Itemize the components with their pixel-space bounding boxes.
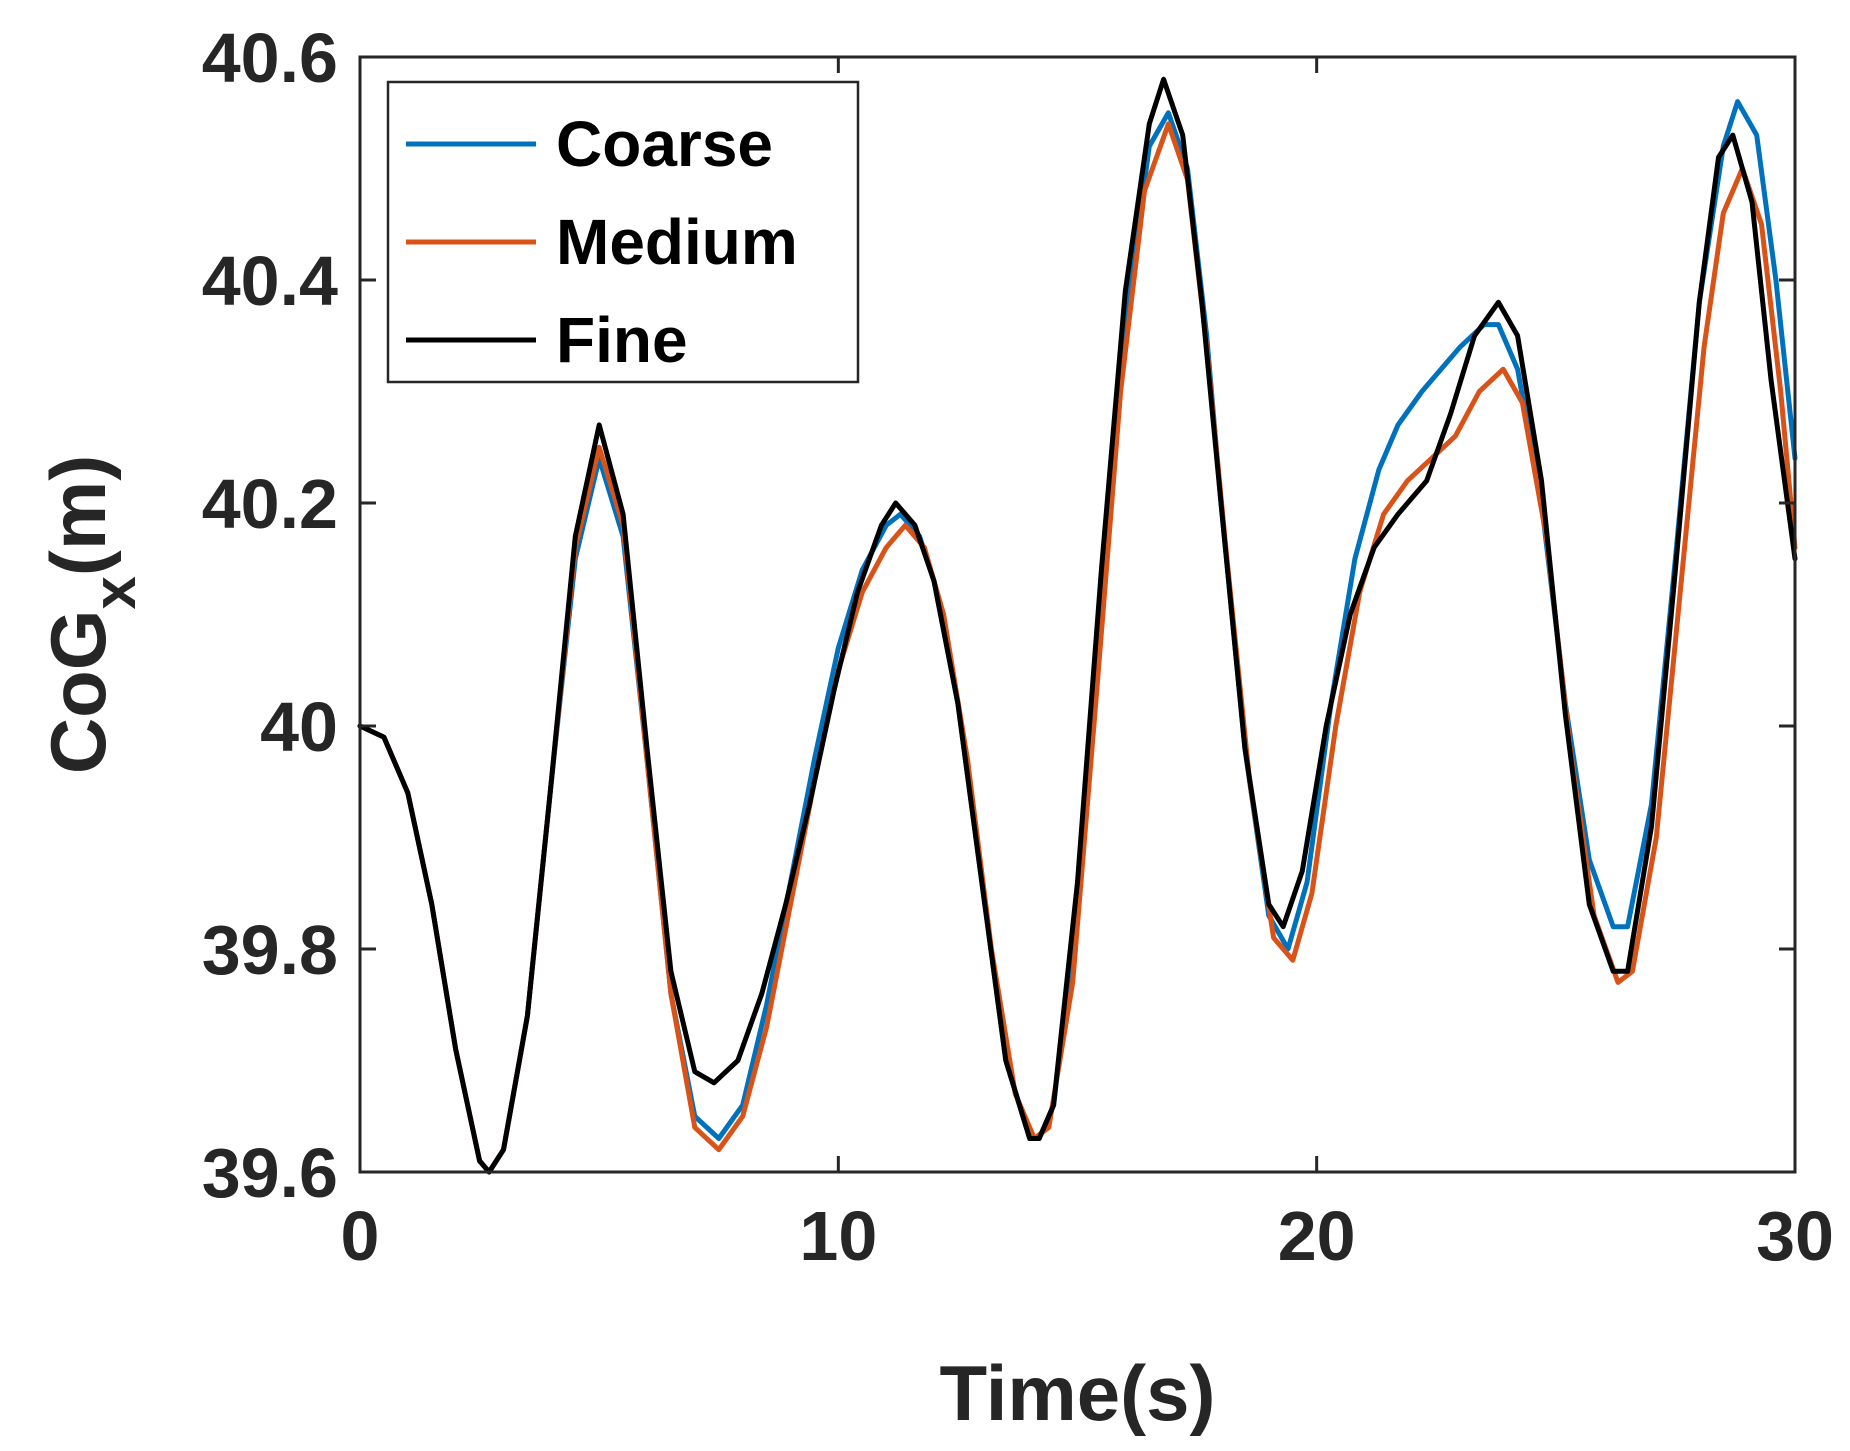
x-tick-label: 0: [341, 1197, 380, 1275]
x-tick-label: 10: [799, 1197, 877, 1275]
y-tick-label: 40: [260, 688, 338, 766]
y-axis-title-unit: (m): [34, 455, 122, 576]
legend-box: [386, 80, 860, 384]
legend-label-coarse: Coarse: [556, 108, 773, 180]
x-axis-title: Time(s): [940, 1349, 1216, 1437]
ticks-layer: 0 10 20 30 39.6 39.8 40 40.2 40.4 40.6: [202, 19, 1834, 1275]
y-tick-label: 40.4: [202, 242, 338, 320]
y-axis-title: CoGx(m): [34, 455, 148, 774]
y-tick-label: 39.6: [202, 1134, 338, 1212]
y-axis-title-subscript: x: [81, 576, 148, 609]
plot-frame: [358, 55, 1797, 1174]
legend-label-medium: Medium: [556, 206, 798, 278]
y-tick-label: 40.6: [202, 19, 338, 97]
y-axis-title-main: CoG: [34, 610, 122, 775]
series-layer: [357, 76, 1798, 1175]
y-tick-label: 40.2: [202, 465, 338, 543]
y-tick-label: 39.8: [202, 911, 338, 989]
legend-label-fine: Fine: [556, 304, 688, 376]
legend: Coarse Medium Fine: [386, 80, 860, 384]
x-tick-label: 20: [1278, 1197, 1356, 1275]
series-line-fine: [357, 76, 1798, 1175]
x-tick-label: 30: [1756, 1197, 1834, 1275]
